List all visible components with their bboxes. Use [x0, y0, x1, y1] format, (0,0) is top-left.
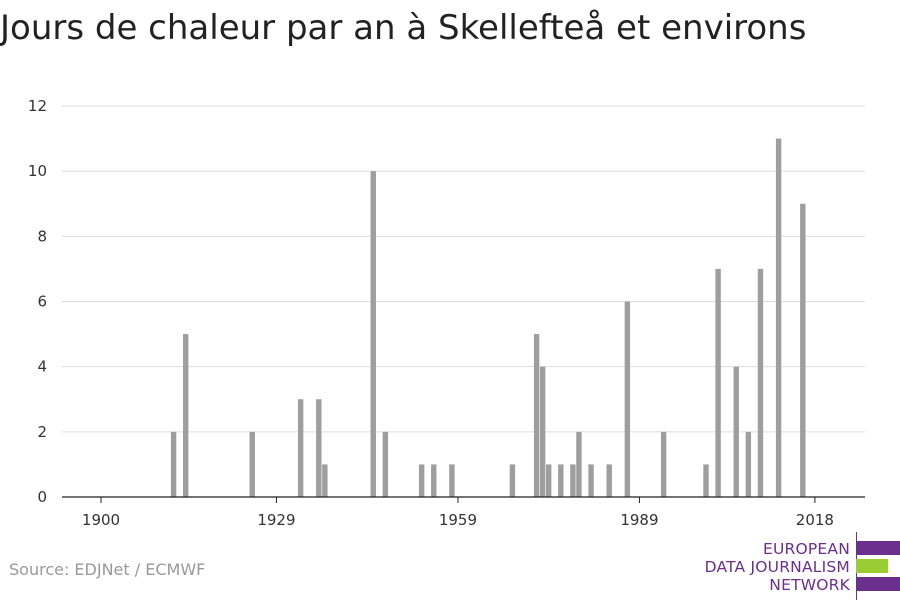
edjnet-logo[interactable]: EUROPEAN DATA JOURNALISM NETWORK: [704, 532, 900, 600]
bar[interactable]: [624, 301, 631, 498]
bar[interactable]: [745, 431, 752, 497]
bar[interactable]: [431, 464, 437, 497]
x-tick-label: 2018: [796, 511, 834, 529]
logo-bar-bottom: [856, 577, 900, 591]
bars: [170, 138, 806, 498]
y-tick-label: 12: [28, 97, 47, 115]
bar[interactable]: [570, 464, 576, 497]
logo-bar-top: [856, 541, 900, 555]
logo-line-3: NETWORK: [769, 576, 850, 594]
bar[interactable]: [775, 138, 782, 498]
x-tick-label: 1959: [439, 511, 477, 529]
logo-bar-middle: [856, 559, 888, 573]
y-tick-labels: 0 2 4 6 8 10 12: [28, 97, 47, 506]
gridlines: [62, 105, 865, 433]
x-tick-labels: 1900 1929 1959 1989 2018: [82, 497, 834, 529]
y-tick-label: 4: [37, 358, 47, 376]
bar[interactable]: [249, 431, 255, 497]
source-text: Source: EDJNet / ECMWF: [9, 560, 206, 579]
logo-line-1: EUROPEAN: [762, 540, 850, 558]
chart-title: Jours de chaleur par an à Skellefteå et …: [0, 8, 807, 48]
bar[interactable]: [382, 431, 389, 497]
bar[interactable]: [660, 431, 667, 497]
bar[interactable]: [539, 366, 546, 497]
bar[interactable]: [576, 431, 582, 497]
bar[interactable]: [606, 464, 612, 497]
x-tick-label: 1989: [620, 511, 658, 529]
y-tick-label: 0: [37, 488, 47, 506]
bar[interactable]: [449, 464, 455, 497]
x-tick-label: 1929: [257, 511, 295, 529]
bar[interactable]: [418, 464, 425, 497]
bar[interactable]: [170, 431, 177, 497]
y-tick-label: 10: [28, 162, 47, 180]
logo-line-2: DATA JOURNALISM: [704, 558, 850, 576]
bar[interactable]: [588, 464, 594, 497]
bar[interactable]: [533, 334, 540, 497]
bar[interactable]: [757, 268, 764, 497]
bar[interactable]: [370, 171, 376, 497]
y-tick-label: 2: [37, 423, 47, 441]
bar[interactable]: [558, 464, 564, 497]
bar[interactable]: [733, 366, 739, 497]
bar[interactable]: [316, 399, 322, 497]
bar[interactable]: [800, 203, 806, 497]
x-tick-label: 1900: [82, 511, 120, 529]
bar[interactable]: [509, 464, 516, 497]
bar[interactable]: [322, 464, 328, 497]
bar[interactable]: [715, 268, 721, 497]
y-tick-label: 6: [37, 293, 47, 311]
bar[interactable]: [703, 464, 709, 497]
bar[interactable]: [546, 464, 552, 497]
bar[interactable]: [183, 334, 189, 497]
y-tick-label: 8: [37, 227, 47, 245]
bar[interactable]: [297, 399, 304, 497]
